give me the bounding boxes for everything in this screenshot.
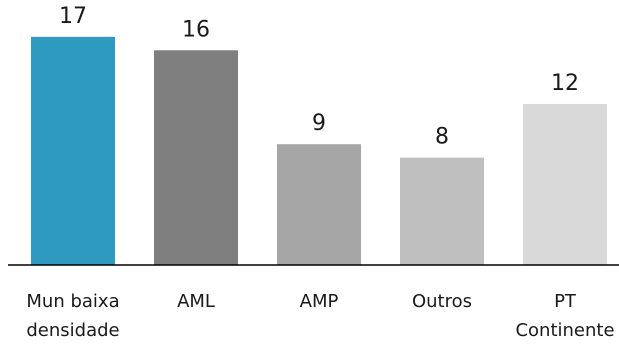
value-label-0: 17	[59, 4, 87, 29]
bar-1	[154, 50, 238, 266]
tick-label-line: densidade	[26, 320, 119, 341]
tick-label-line: Continente	[515, 320, 614, 341]
tick-label-line: PT	[554, 291, 577, 312]
value-label-1: 16	[182, 17, 210, 42]
tick-label-0: Mun baixa densidade	[26, 291, 119, 341]
bar-2	[277, 144, 361, 265]
tick-label-line: AML	[177, 291, 215, 312]
value-label-3: 8	[435, 125, 449, 150]
tick-label-line: AMP	[300, 291, 339, 312]
tick-label-1: AML	[177, 291, 215, 312]
tick-label-line: Mun baixa	[26, 291, 119, 312]
bar-0	[31, 36, 115, 266]
tick-label-2: AMP	[300, 291, 339, 312]
bar-3	[400, 157, 484, 265]
value-label-4: 12	[551, 71, 579, 96]
tick-labels-group: Mun baixa densidade AML AMP Outros PT Continen…	[26, 291, 614, 341]
value-label-2: 9	[312, 111, 326, 136]
bar-4	[523, 103, 607, 266]
bars-group	[31, 36, 607, 266]
tick-label-3: Outros	[412, 291, 472, 312]
tick-label-line: Outros	[412, 291, 472, 312]
value-labels-group: 17 16 9 8 12	[59, 4, 579, 150]
tick-label-4: PT Continente	[515, 291, 614, 341]
